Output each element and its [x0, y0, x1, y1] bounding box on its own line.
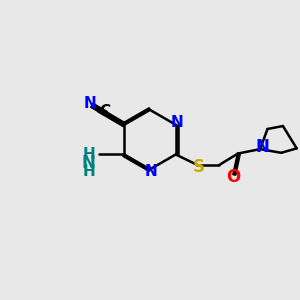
Text: N: N	[171, 115, 184, 130]
Text: H: H	[83, 164, 95, 178]
Text: C: C	[99, 104, 110, 119]
Text: H: H	[83, 147, 95, 162]
Text: N: N	[145, 164, 158, 179]
Text: S: S	[193, 158, 205, 176]
Text: N: N	[256, 138, 269, 156]
Text: N: N	[82, 154, 95, 172]
Text: O: O	[226, 168, 241, 186]
Text: N: N	[83, 96, 96, 111]
